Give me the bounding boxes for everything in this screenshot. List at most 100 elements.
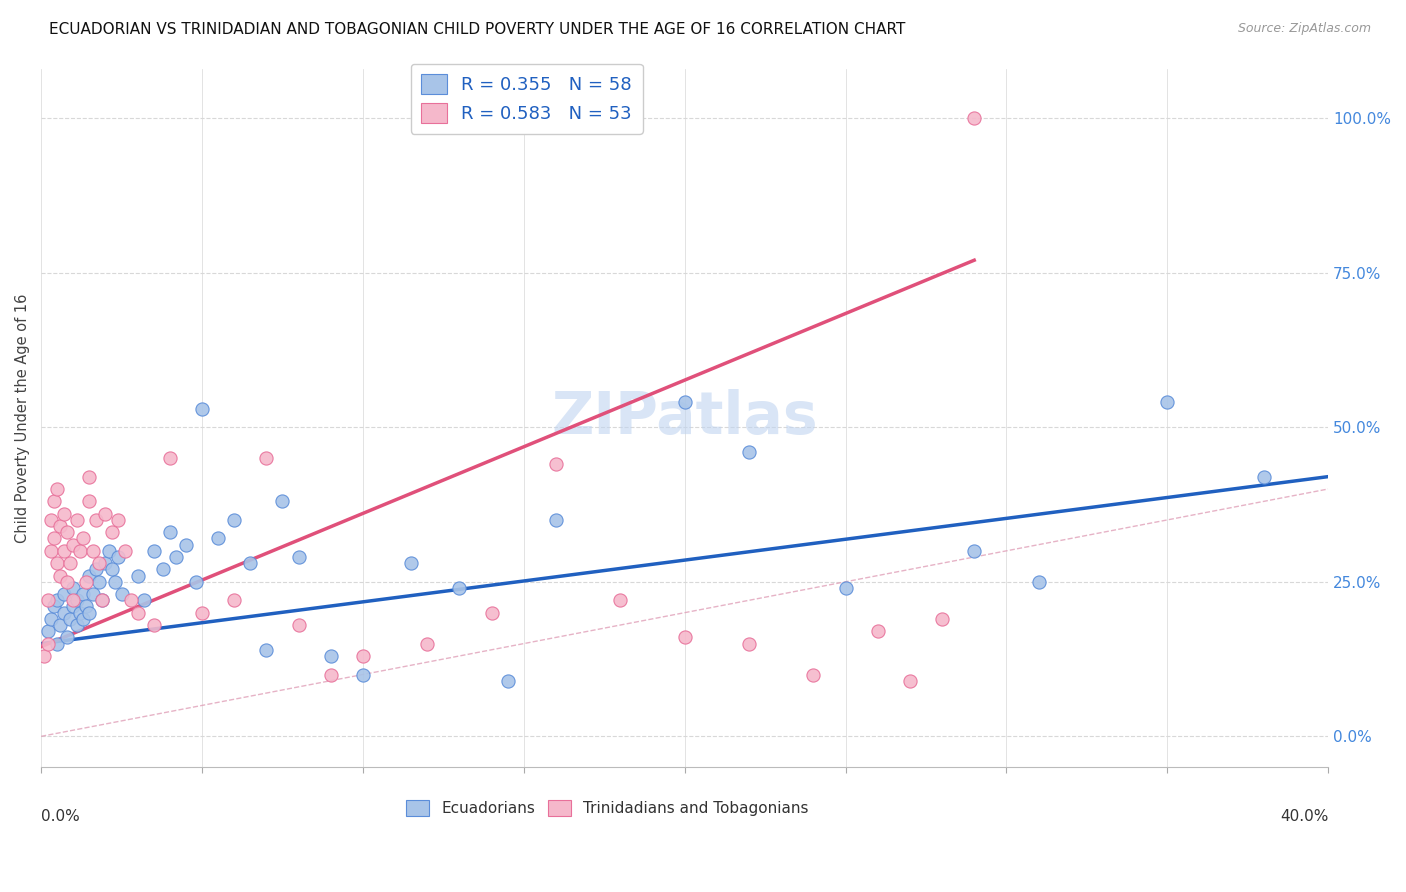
Point [142, 544, 165, 558]
Point [673, 631, 696, 645]
Point [287, 549, 309, 564]
Point [319, 667, 342, 681]
Point [544, 457, 567, 471]
Point [39, 612, 62, 626]
Point [59, 612, 82, 626]
Point [127, 606, 149, 620]
Point [37, 637, 59, 651]
Point [79, 494, 101, 508]
Point [107, 513, 129, 527]
Point [1156, 395, 1178, 409]
Point [142, 618, 165, 632]
Point [609, 593, 631, 607]
Point [37, 593, 59, 607]
Point [62, 581, 84, 595]
Point [65, 593, 87, 607]
Point [42, 599, 65, 614]
Point [56, 631, 79, 645]
Point [37, 624, 59, 639]
Point [114, 544, 136, 558]
Point [104, 574, 127, 589]
Point [107, 549, 129, 564]
Point [72, 612, 94, 626]
Point [271, 494, 294, 508]
Point [101, 525, 124, 540]
Point [834, 581, 856, 595]
Point [42, 494, 65, 508]
Point [79, 606, 101, 620]
Point [52, 587, 75, 601]
Point [91, 593, 114, 607]
Point [101, 562, 124, 576]
Legend: Ecuadorians, Trinidadians and Tobagonians: Ecuadorians, Trinidadians and Tobagonian… [401, 794, 814, 822]
Point [1028, 574, 1050, 589]
Point [84, 562, 107, 576]
Point [69, 544, 91, 558]
Point [75, 599, 97, 614]
Point [159, 525, 181, 540]
Point [184, 574, 207, 589]
Text: ZIPatlas: ZIPatlas [551, 390, 818, 446]
Point [65, 618, 87, 632]
Point [132, 593, 155, 607]
Point [49, 568, 72, 582]
Point [75, 574, 97, 589]
Point [801, 667, 824, 681]
Point [159, 451, 181, 466]
Point [496, 673, 519, 688]
Point [84, 513, 107, 527]
Point [82, 587, 104, 601]
Point [62, 593, 84, 607]
Point [931, 612, 953, 626]
Point [46, 637, 69, 651]
Point [62, 538, 84, 552]
Point [72, 587, 94, 601]
Text: 40.0%: 40.0% [1279, 809, 1329, 824]
Point [254, 451, 277, 466]
Text: 0.0%: 0.0% [41, 809, 80, 824]
Point [963, 111, 986, 125]
Point [49, 519, 72, 533]
Point [46, 556, 69, 570]
Point [1253, 469, 1275, 483]
Point [207, 532, 229, 546]
Point [59, 556, 82, 570]
Point [34, 648, 56, 663]
Point [56, 574, 79, 589]
Point [254, 642, 277, 657]
Point [65, 513, 87, 527]
Point [49, 618, 72, 632]
Point [239, 556, 262, 570]
Point [39, 513, 62, 527]
Point [91, 593, 114, 607]
Point [352, 667, 374, 681]
Point [738, 637, 761, 651]
Point [120, 593, 142, 607]
Point [287, 618, 309, 632]
Point [46, 593, 69, 607]
Point [319, 648, 342, 663]
Point [866, 624, 889, 639]
Point [152, 562, 174, 576]
Text: Source: ZipAtlas.com: Source: ZipAtlas.com [1237, 22, 1371, 36]
Point [963, 544, 986, 558]
Point [46, 482, 69, 496]
Point [224, 513, 246, 527]
Point [673, 395, 696, 409]
Text: ECUADORIAN VS TRINIDADIAN AND TOBAGONIAN CHILD POVERTY UNDER THE AGE OF 16 CORRE: ECUADORIAN VS TRINIDADIAN AND TOBAGONIAN… [49, 22, 905, 37]
Point [110, 587, 132, 601]
Point [174, 538, 197, 552]
Point [82, 544, 104, 558]
Point [87, 556, 110, 570]
Point [52, 606, 75, 620]
Point [52, 544, 75, 558]
Point [191, 606, 214, 620]
Point [399, 556, 422, 570]
Point [72, 532, 94, 546]
Point [39, 544, 62, 558]
Point [79, 568, 101, 582]
Point [191, 401, 214, 416]
Point [165, 549, 187, 564]
Point [94, 507, 117, 521]
Point [481, 606, 503, 620]
